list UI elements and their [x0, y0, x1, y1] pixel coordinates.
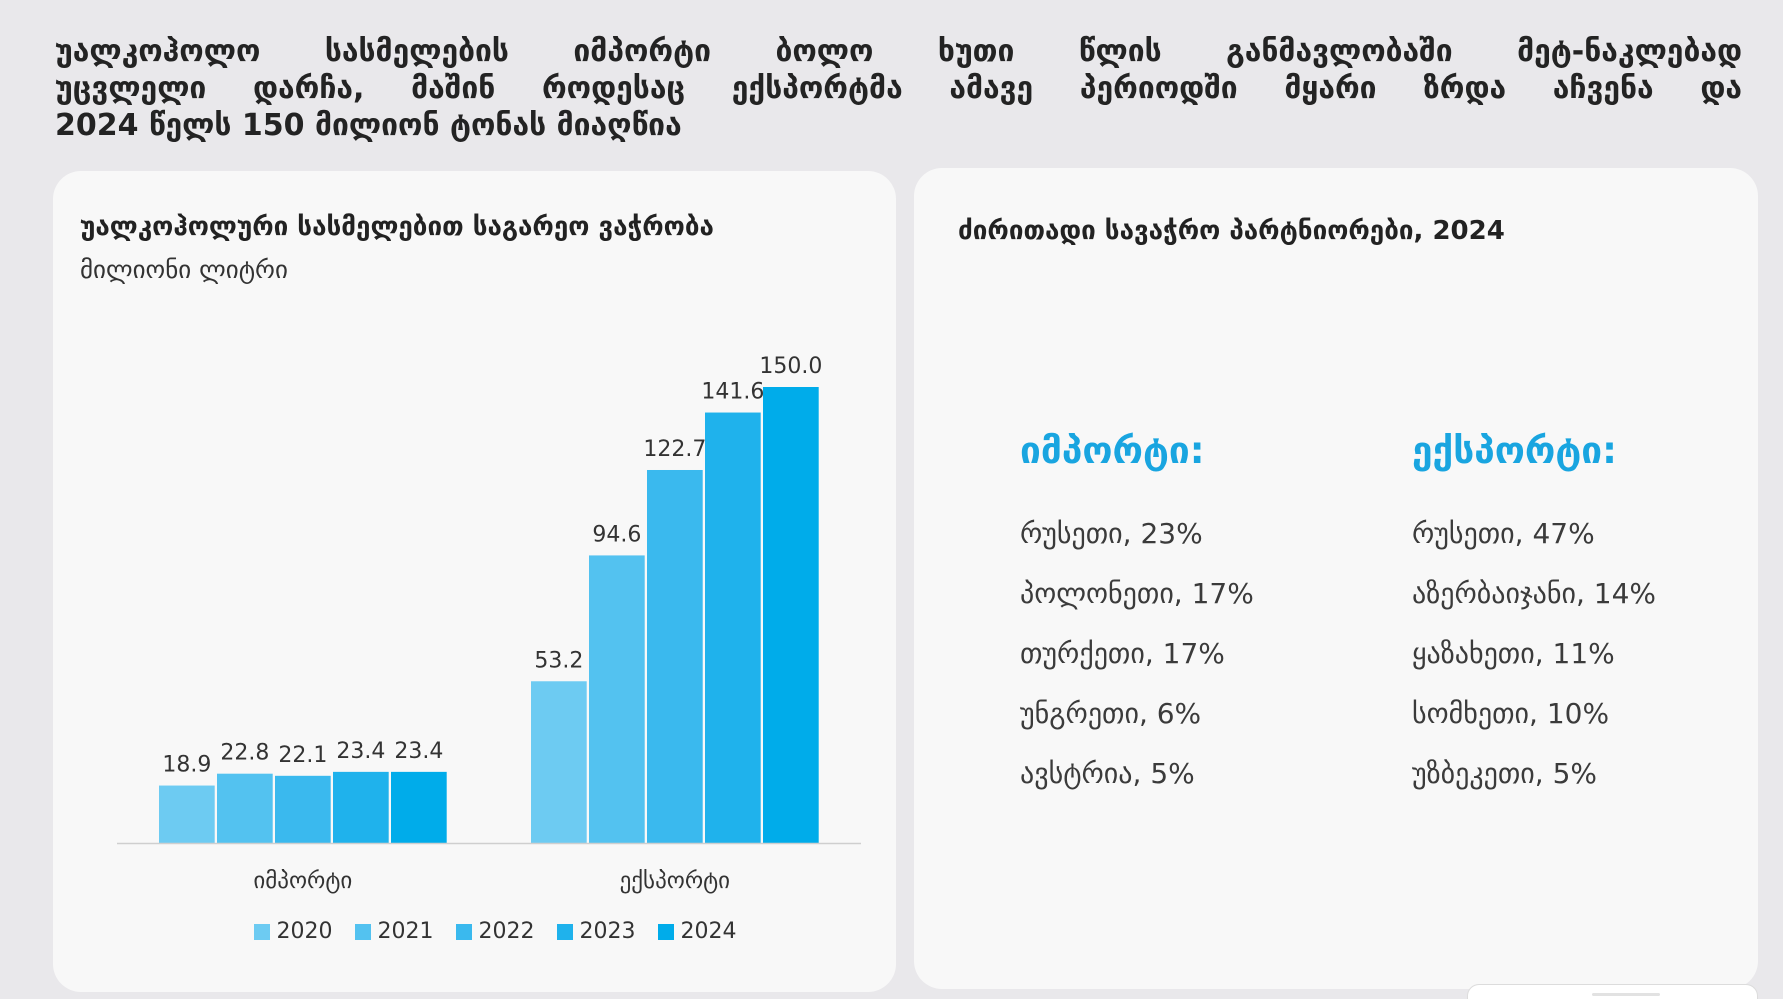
category-label-1: იმპორტი	[253, 868, 352, 894]
import-partner-item: პოლონეთი, 17%	[1020, 577, 1254, 610]
headline: უალკოჰოლო სასმელების იმპორტი ბოლო ხუთი წ…	[55, 33, 1742, 144]
bar-category-2-series-2024	[763, 387, 819, 843]
import-partner-item: უნგრეთი, 6%	[1020, 697, 1202, 730]
legend-item-2022: 2022	[455, 919, 535, 945]
legend-label: 2021	[377, 919, 434, 944]
legend-label: 2024	[680, 919, 737, 944]
chart-subtitle: მილიონი ლიტრი	[80, 255, 288, 284]
export-partner-item: რუსეთი, 47%	[1412, 517, 1595, 550]
bar-category-2-series-2021	[589, 555, 645, 843]
legend-item-2023: 2023	[556, 919, 636, 945]
bar-category-1-series-2022	[275, 775, 331, 843]
legend-swatch	[455, 924, 472, 940]
import-partner-item: თურქეთი, 17%	[1020, 637, 1225, 670]
import-partner-item: ავსტრია, 5%	[1020, 757, 1195, 790]
partners-title: ძირითადი სავაჭრო პარტნიორები, 2024	[958, 216, 1505, 246]
legend-swatch	[253, 924, 270, 940]
legend-item-2020: 2020	[253, 919, 333, 945]
export-partner-item: ყაზახეთი, 11%	[1412, 637, 1615, 670]
bar-category-2-series-2020	[531, 681, 587, 843]
legend-label: 2022	[478, 919, 535, 944]
bar-category-1-series-2021	[217, 773, 273, 843]
data-label: 23.4	[394, 739, 443, 764]
chart-title: უალკოჰოლური სასმელებით საგარეო ვაჭრობა	[80, 212, 714, 242]
data-label: 22.8	[220, 741, 269, 766]
import-heading: იმპორტი:	[1020, 429, 1205, 472]
legend-item-2021: 2021	[354, 919, 434, 945]
export-partner-item: სომხეთი, 10%	[1412, 697, 1610, 730]
headline-line-1: უალკოჰოლო სასმელების იმპორტი ბოლო ხუთი წ…	[55, 34, 1742, 69]
data-label: 122.7	[643, 437, 706, 462]
import-partner-item: რუსეთი, 23%	[1020, 517, 1203, 550]
legend-label: 2023	[579, 919, 636, 944]
partial-panel	[1467, 984, 1758, 999]
chart-legend: 2020 2021 2022 2023 2024	[95, 919, 895, 945]
data-label: 23.4	[336, 739, 385, 764]
export-partner-item: უზბეკეთი, 5%	[1412, 757, 1597, 790]
bar-category-1-series-2020	[159, 785, 215, 843]
data-label: 53.2	[534, 648, 583, 673]
legend-item-2024: 2024	[657, 919, 737, 945]
bar-category-2-series-2023	[705, 412, 761, 843]
headline-line-3: 2024 წელს 150 მილიონ ტონას მიაღწია	[55, 108, 682, 143]
bar-category-1-series-2023	[333, 771, 389, 843]
bar-chart: 18.9 22.8 22.1 23.4 23.4 იმპორტი 53.2 94.6 122.7…	[117, 354, 861, 894]
data-label: 94.6	[592, 522, 641, 547]
partners-card: ძირითადი სავაჭრო პარტნიორები, 2024 იმპორ…	[914, 168, 1758, 989]
bar-category-2-series-2022	[647, 469, 703, 843]
bar-category-1-series-2024	[391, 771, 447, 843]
data-label: 141.6	[701, 380, 764, 405]
chart-card: უალკოჰოლური სასმელებით საგარეო ვაჭრობა მ…	[53, 171, 896, 992]
legend-swatch	[657, 924, 674, 940]
panel-handle	[1592, 993, 1660, 996]
data-label: 150.0	[759, 354, 822, 379]
export-partner-item: აზერბაიჯანი, 14%	[1412, 577, 1657, 610]
headline-line-2: უცვლელი დარჩა, მაშინ როდესაც ექსპორტმა ა…	[55, 71, 1742, 106]
export-partners-column: ექსპორტი: რუსეთი, 47% აზერბაიჯანი, 14% ყ…	[1412, 429, 1656, 816]
export-heading: ექსპორტი:	[1412, 429, 1617, 472]
data-label: 18.9	[162, 753, 211, 778]
import-partners-column: იმპორტი: რუსეთი, 23% პოლონეთი, 17% თურქე…	[1020, 429, 1254, 816]
category-label-2: ექსპორტი	[620, 868, 731, 894]
legend-label: 2020	[276, 919, 333, 944]
legend-swatch	[556, 924, 573, 940]
data-label: 22.1	[278, 743, 327, 768]
legend-swatch	[354, 924, 371, 940]
